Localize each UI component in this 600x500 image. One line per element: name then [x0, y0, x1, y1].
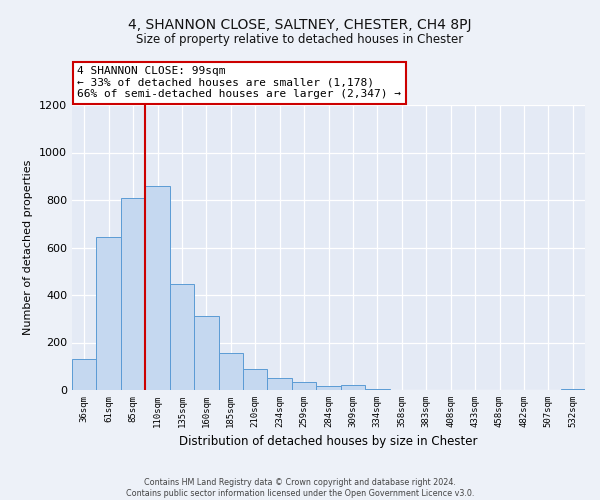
Text: 4, SHANNON CLOSE, SALTNEY, CHESTER, CH4 8PJ: 4, SHANNON CLOSE, SALTNEY, CHESTER, CH4 … — [128, 18, 472, 32]
Bar — [365, 389, 389, 390]
Text: Contains HM Land Registry data © Crown copyright and database right 2024.
Contai: Contains HM Land Registry data © Crown c… — [126, 478, 474, 498]
Bar — [218, 353, 243, 390]
Bar — [243, 368, 268, 390]
Y-axis label: Number of detached properties: Number of detached properties — [23, 160, 34, 335]
Bar — [72, 359, 97, 390]
Bar — [145, 186, 170, 390]
Bar — [560, 389, 585, 390]
Bar — [170, 284, 194, 390]
Text: 4 SHANNON CLOSE: 99sqm
← 33% of detached houses are smaller (1,178)
66% of semi-: 4 SHANNON CLOSE: 99sqm ← 33% of detached… — [77, 66, 401, 100]
Bar — [268, 378, 292, 390]
Bar — [121, 198, 145, 390]
Bar — [194, 316, 218, 390]
Bar — [341, 385, 365, 390]
Text: Size of property relative to detached houses in Chester: Size of property relative to detached ho… — [136, 32, 464, 46]
X-axis label: Distribution of detached houses by size in Chester: Distribution of detached houses by size … — [179, 436, 478, 448]
Bar — [292, 382, 316, 390]
Bar — [316, 386, 341, 390]
Bar — [97, 237, 121, 390]
